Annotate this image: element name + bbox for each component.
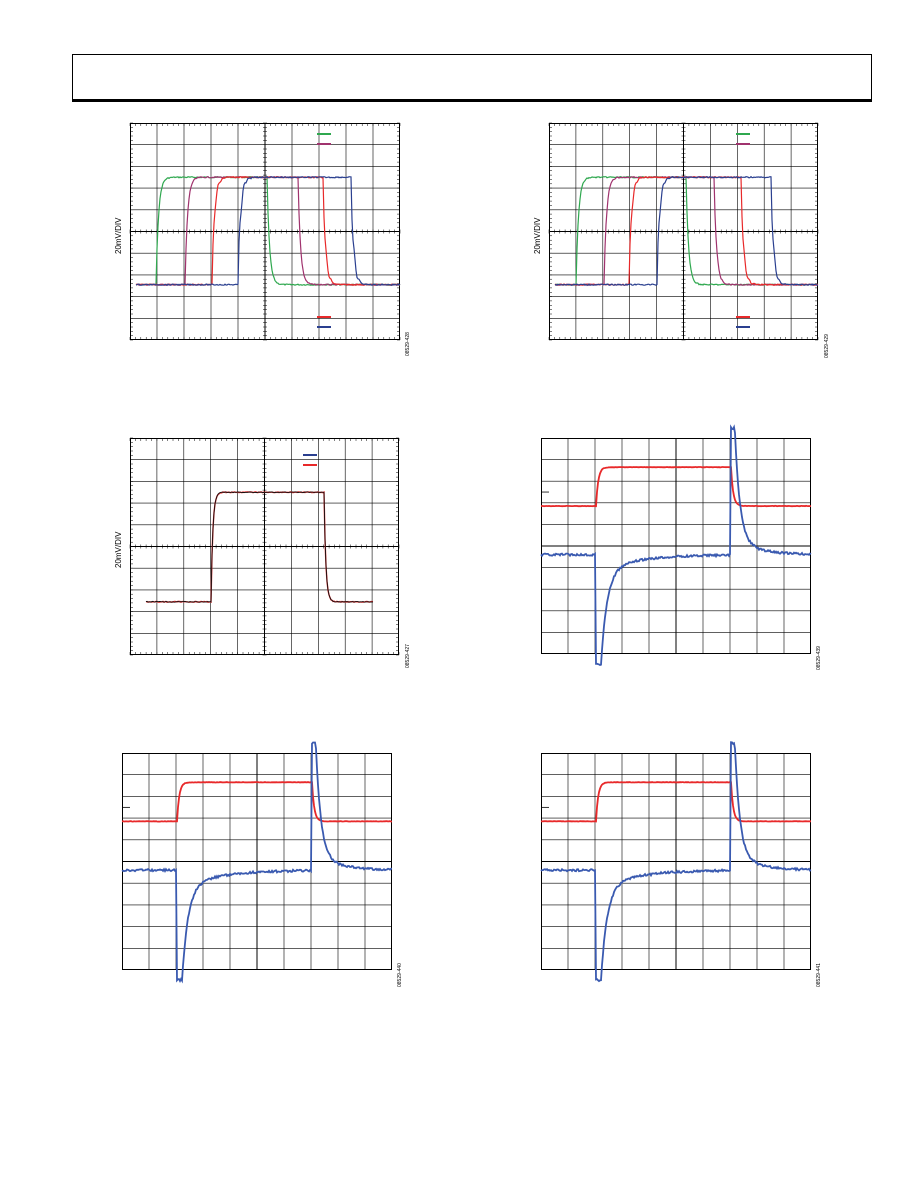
figure-1-id: 08529-428 [405,332,411,356]
figure-4-plot [540,424,812,666]
trace-red-input [540,781,811,823]
trace-red-input [121,781,392,823]
figure-3-id: 08529-427 [405,644,411,668]
figure-4-id: 08529-439 [816,646,822,670]
trace-red-input [541,466,811,508]
trace-red [145,490,374,604]
figure-3-ylabel: 20mV/DIV [114,531,123,568]
minor-ticks [129,122,401,341]
trace-blue-output [540,741,812,983]
figure-5-plot [121,741,393,984]
trace-black [145,491,374,603]
figure-2-plot [548,122,819,341]
figure-6-id: 08529-441 [816,963,822,987]
figure-1-plot [129,122,401,341]
minor-ticks [548,122,819,341]
figure-3-plot [129,437,400,656]
trace-blue-output [540,424,812,666]
figure-2-ylabel: 20mV/DIV [533,217,542,254]
figure-5-id: 08529-440 [397,963,403,987]
page-header [72,54,872,102]
trace-blue-output [121,741,393,984]
figure-1-ylabel: 20mV/DIV [114,217,123,254]
figure-6-plot [540,741,812,983]
trace-blue [554,175,818,287]
figure-2-id: 08529-429 [824,334,830,358]
minor-ticks [129,437,400,656]
trace-blue [135,175,401,287]
